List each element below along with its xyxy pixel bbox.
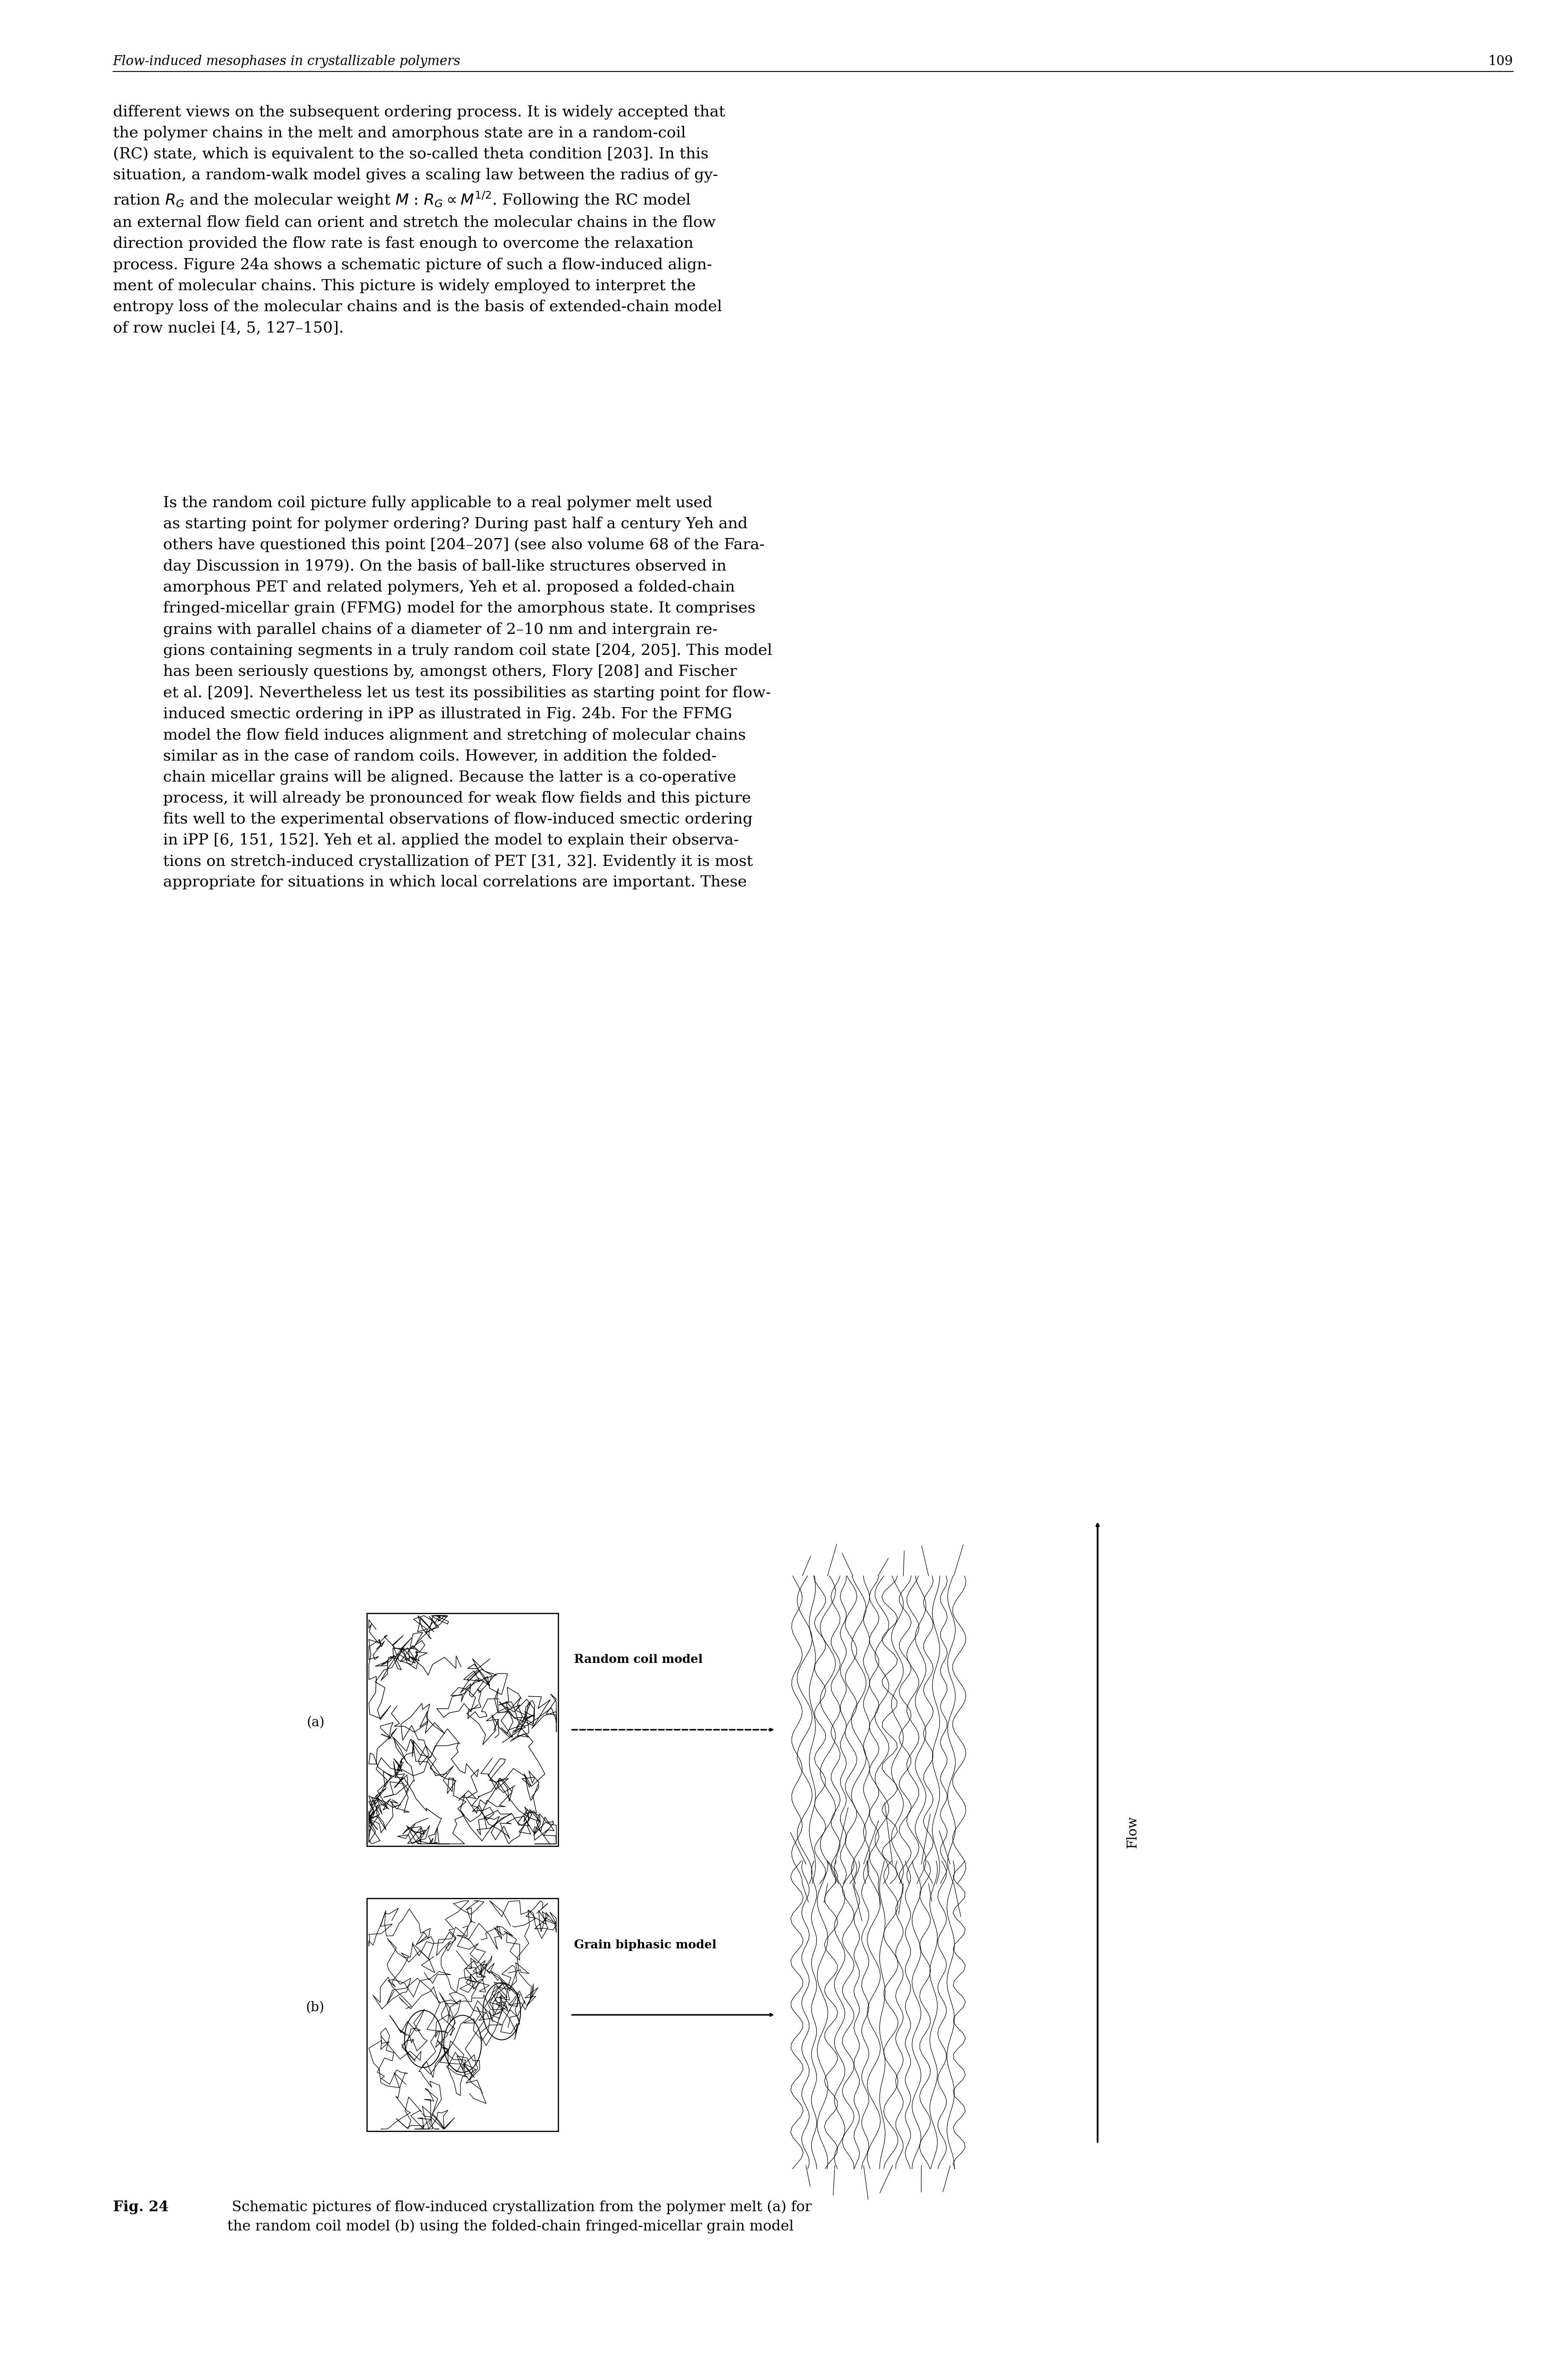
Text: Is the random coil picture fully applicable to a real polymer melt used
as start: Is the random coil picture fully applica… <box>163 497 771 889</box>
Text: Random coil model: Random coil model <box>574 1654 702 1666</box>
Text: Flow: Flow <box>1126 1815 1138 1849</box>
Text: (b): (b) <box>306 2001 325 2015</box>
Text: (a): (a) <box>307 1715 325 1730</box>
Text: Schematic pictures of flow-induced crystallization from the polymer melt (a) for: Schematic pictures of flow-induced cryst… <box>227 2200 812 2233</box>
Text: Grain biphasic model: Grain biphasic model <box>574 1939 717 1951</box>
Bar <box>367 1613 558 1846</box>
Text: 109: 109 <box>1488 55 1513 69</box>
Text: Fig. 24: Fig. 24 <box>113 2200 168 2214</box>
Text: Flow-induced mesophases in crystallizable polymers: Flow-induced mesophases in crystallizabl… <box>113 55 461 69</box>
Bar <box>367 1898 558 2131</box>
Text: different views on the subsequent ordering process. It is widely accepted that
t: different views on the subsequent orderi… <box>113 105 724 335</box>
